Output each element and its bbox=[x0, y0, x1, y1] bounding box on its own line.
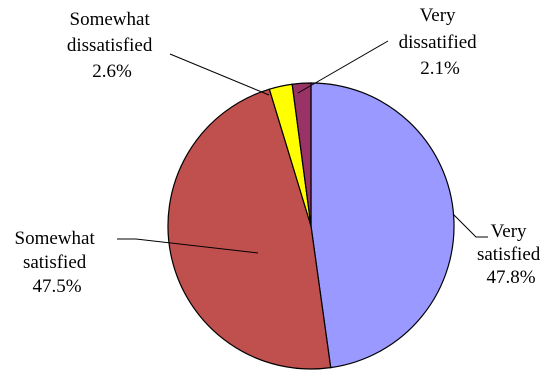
label-very-satisfied-line2: satisfied bbox=[477, 244, 541, 265]
slice-somewhat-satisfied bbox=[167, 88, 332, 370]
leader-line-somewhat-satisfied bbox=[117, 238, 259, 254]
label-somewhat-satisfied-value: 47.5% bbox=[32, 276, 81, 297]
leader-line-somewhat-dissatisfied bbox=[169, 53, 270, 96]
label-very-dissatisfied-line1: Very bbox=[420, 5, 456, 26]
slice-very-dissatisfied bbox=[291, 82, 312, 227]
label-somewhat-dissatisfied-line2: dissatisfied bbox=[67, 35, 153, 56]
label-very-dissatisfied: Very dissatified 2.1% bbox=[399, 5, 482, 79]
label-somewhat-satisfied-line1: Somewhat bbox=[15, 228, 96, 249]
label-somewhat-dissatisfied-value: 2.6% bbox=[92, 61, 132, 82]
leader-line-very-satisfied bbox=[452, 213, 488, 238]
label-very-dissatisfied-line2: dissatified bbox=[399, 32, 478, 53]
label-very-satisfied: Very satisfied 47.8% bbox=[477, 221, 545, 288]
label-somewhat-satisfied: Somewhat satisfied 47.5% bbox=[15, 228, 100, 297]
label-very-dissatisfied-value: 2.1% bbox=[420, 58, 460, 79]
label-somewhat-dissatisfied: Somewhat dissatisfied 2.6% bbox=[67, 9, 157, 82]
leader-line-very-dissatisfied bbox=[297, 40, 389, 94]
pie-slices bbox=[167, 82, 455, 370]
label-very-satisfied-value: 47.8% bbox=[486, 267, 535, 288]
label-very-satisfied-line1: Very bbox=[491, 221, 527, 242]
label-somewhat-satisfied-line2: satisfied bbox=[23, 252, 87, 273]
label-somewhat-dissatisfied-line1: Somewhat bbox=[70, 9, 151, 30]
slice-very-satisfied bbox=[310, 82, 455, 369]
